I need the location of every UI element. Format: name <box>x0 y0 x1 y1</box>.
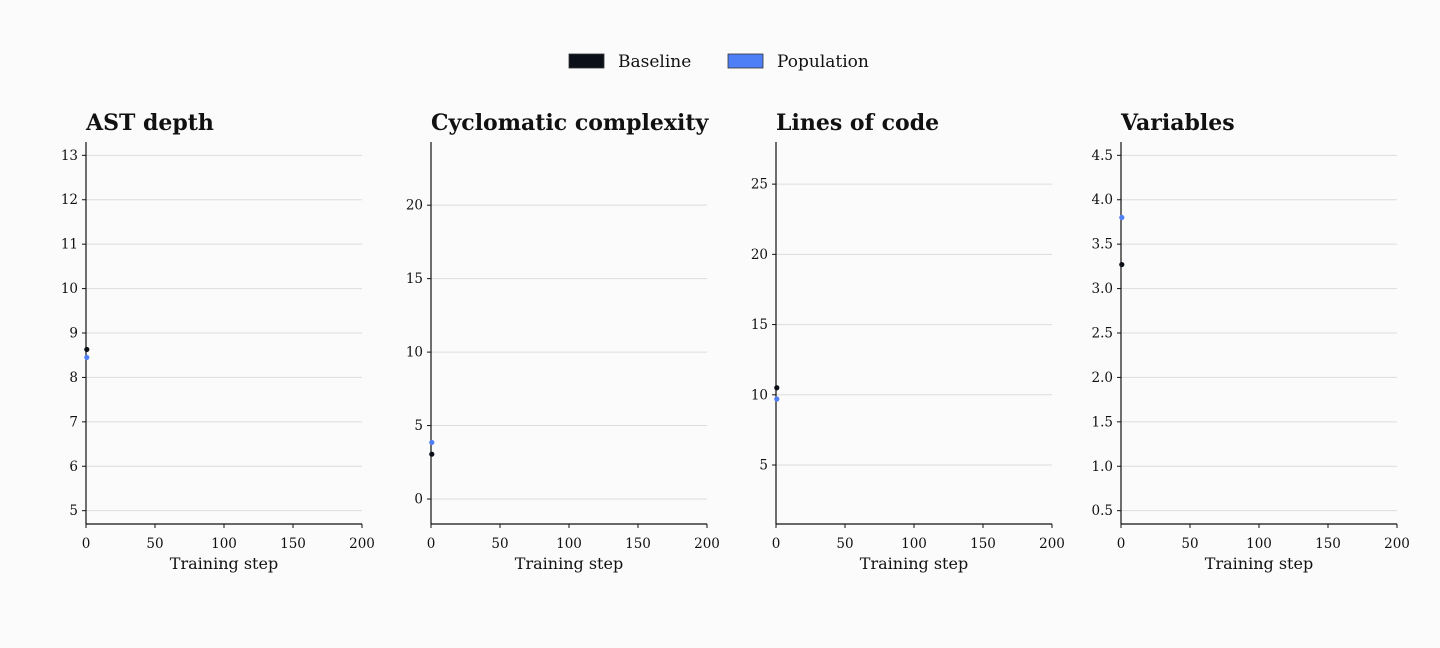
y-tick-label: 1.5 <box>1092 414 1113 430</box>
point-population <box>774 396 780 402</box>
legend-label-population: Population <box>777 52 869 72</box>
y-tick-label: 11 <box>61 237 78 253</box>
x-axis-label: Training step <box>170 554 278 573</box>
x-tick-label: 50 <box>836 536 853 552</box>
y-tick-label: 8 <box>69 370 78 386</box>
y-tick-label: 5 <box>414 418 423 434</box>
panel-title: Variables <box>1120 110 1235 136</box>
y-tick-label: 0.5 <box>1092 503 1113 519</box>
legend: Baseline Population <box>568 52 869 72</box>
x-tick-label: 0 <box>427 536 436 552</box>
y-tick-label: 2.0 <box>1092 370 1113 386</box>
y-tick-label: 3.5 <box>1092 237 1113 253</box>
x-tick-label: 200 <box>1384 536 1410 552</box>
x-tick-label: 200 <box>349 536 375 552</box>
y-tick-label: 20 <box>406 198 423 214</box>
x-tick-label: 100 <box>901 536 927 552</box>
y-tick-label: 13 <box>61 148 78 164</box>
legend-swatch-baseline <box>568 53 605 69</box>
x-tick-label: 0 <box>772 536 781 552</box>
x-tick-label: 150 <box>1315 536 1341 552</box>
y-tick-label: 20 <box>751 247 768 263</box>
panel-title: Lines of code <box>776 110 939 136</box>
point-population <box>84 354 90 361</box>
x-tick-label: 200 <box>1039 536 1065 552</box>
panel-lines-of-code: Lines of code 5 10 15 20 25 0 50 100 150 200 Traini… <box>751 110 1065 573</box>
y-tick-label: 0 <box>414 492 423 508</box>
y-tick-label: 6 <box>69 459 78 475</box>
point-baseline <box>1119 261 1125 268</box>
y-tick-label: 5 <box>759 458 768 474</box>
legend-label-baseline: Baseline <box>618 52 691 72</box>
x-tick-label: 100 <box>211 536 237 552</box>
x-tick-label: 0 <box>1117 536 1126 552</box>
x-axis-label: Training step <box>860 554 968 573</box>
x-tick-label: 150 <box>970 536 996 552</box>
y-tick-label: 3.0 <box>1092 281 1113 297</box>
x-tick-label: 200 <box>694 536 720 552</box>
y-tick-label: 2.5 <box>1092 326 1113 342</box>
x-tick-label: 50 <box>1181 536 1198 552</box>
y-tick-label: 4.0 <box>1092 192 1113 208</box>
panel-title: AST depth <box>85 110 214 136</box>
panel-title: Cyclomatic complexity <box>431 110 710 136</box>
x-tick-label: 100 <box>556 536 582 552</box>
y-tick-label: 7 <box>69 414 78 430</box>
y-tick-label: 1.0 <box>1092 459 1113 475</box>
x-axis-label: Training step <box>1205 554 1313 573</box>
x-tick-label: 50 <box>146 536 163 552</box>
point-baseline <box>774 385 780 391</box>
x-axis-label: Training step <box>515 554 623 573</box>
x-tick-label: 100 <box>1246 536 1272 552</box>
x-tick-label: 150 <box>625 536 651 552</box>
y-tick-label: 4.5 <box>1092 148 1113 164</box>
panel-variables: Variables 0.5 1.0 1.5 2.0 2.5 3.0 3.5 4.0 4.5 0 50 1… <box>1092 110 1410 573</box>
panel-ast-depth: AST depth 5 6 7 8 9 10 11 12 13 0 50 100 150 200 Traini… <box>61 110 375 573</box>
x-tick-label: 0 <box>82 536 91 552</box>
point-population <box>1119 214 1125 221</box>
y-tick-label: 10 <box>406 345 423 361</box>
y-tick-label: 15 <box>751 317 768 333</box>
y-tick-label: 12 <box>61 192 78 208</box>
point-population <box>429 439 435 446</box>
x-tick-label: 150 <box>280 536 306 552</box>
y-tick-label: 15 <box>406 271 423 287</box>
y-tick-label: 5 <box>69 503 78 519</box>
point-baseline <box>84 346 90 353</box>
y-tick-label: 25 <box>751 177 768 193</box>
legend-swatch-population <box>727 53 764 69</box>
point-baseline <box>429 451 435 457</box>
y-tick-label: 10 <box>751 387 768 403</box>
x-tick-label: 50 <box>491 536 508 552</box>
y-tick-label: 9 <box>69 326 78 342</box>
y-tick-label: 10 <box>61 281 78 297</box>
